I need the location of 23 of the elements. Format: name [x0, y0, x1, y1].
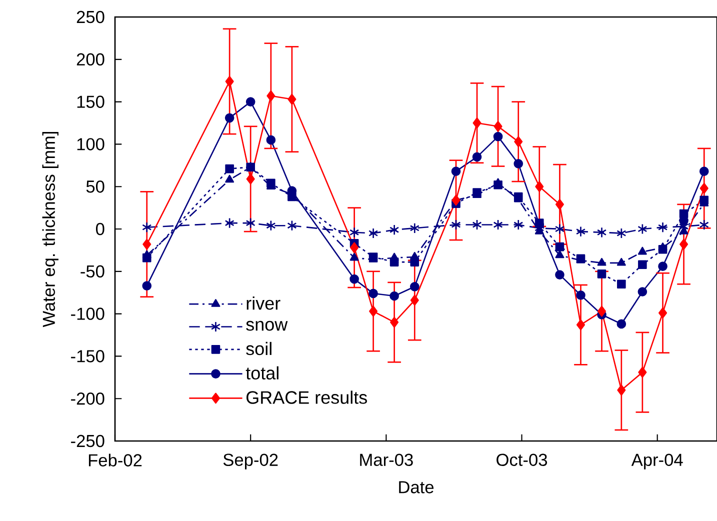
- legend-label: river: [246, 296, 280, 310]
- y-tick-label: -100: [71, 308, 104, 320]
- legend-label: snow: [246, 320, 288, 331]
- y-tick-label: 50: [86, 180, 104, 193]
- x-axis-title: Date: [399, 481, 434, 494]
- y-tick-label: 250: [76, 10, 104, 24]
- y-tick-label: 200: [76, 53, 104, 66]
- y-tick-label: -50: [80, 265, 104, 278]
- legend-label: soil: [246, 342, 272, 356]
- y-tick-label: 150: [77, 96, 104, 108]
- y-tick-label: -200: [71, 392, 104, 405]
- y-axis-title: Water eq. thickness [mm]: [42, 132, 58, 328]
- y-tick-label: 0: [96, 222, 104, 236]
- legend-label: GRACE results: [246, 390, 367, 404]
- x-tick-label: Apr-04: [631, 454, 683, 470]
- x-tick-label: Sep-02: [223, 454, 278, 470]
- y-tick-label: -250: [71, 434, 104, 448]
- x-tick-label: Oct-03: [496, 454, 548, 466]
- y-tick-label: 100: [77, 138, 104, 150]
- x-tick-label: Mar-03: [360, 454, 413, 466]
- y-tick-label: -150: [71, 350, 104, 362]
- legend-label: total: [246, 366, 278, 380]
- x-tick-label: Feb-02: [88, 454, 142, 466]
